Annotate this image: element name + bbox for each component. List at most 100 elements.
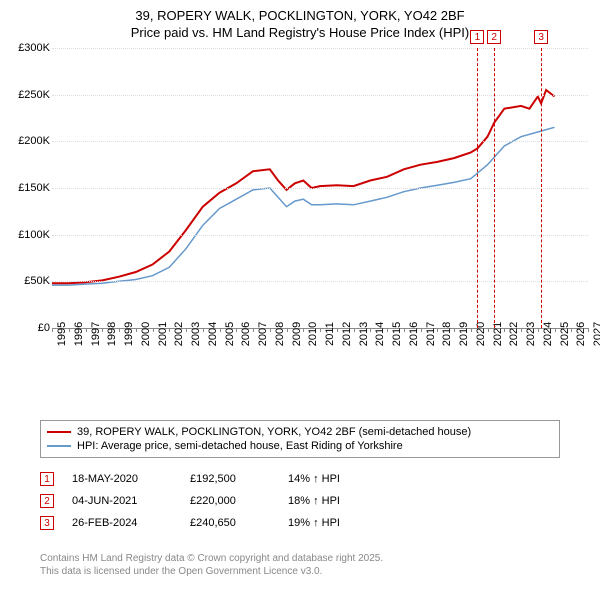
x-tick-label: 2008 (274, 322, 286, 346)
sales-date-2: 04-JUN-2021 (72, 495, 172, 507)
series-line-hpi (52, 127, 555, 285)
sales-pct-2: 18% ↑ HPI (288, 495, 378, 507)
y-gridline (52, 95, 588, 96)
sales-marker-1: 1 (40, 472, 54, 486)
y-gridline (52, 281, 588, 282)
y-tick-label: £0 (12, 322, 50, 334)
x-tick-label: 2026 (575, 322, 587, 346)
y-tick-label: £200K (12, 135, 50, 147)
x-tick (454, 328, 455, 332)
x-tick-label: 2015 (391, 322, 403, 346)
credit-line-1: Contains HM Land Registry data © Crown c… (40, 552, 383, 565)
x-tick (504, 328, 505, 332)
x-tick (69, 328, 70, 332)
x-tick-label: 2024 (542, 322, 554, 346)
x-tick (86, 328, 87, 332)
x-tick-label: 2023 (525, 322, 537, 346)
x-tick-label: 1999 (123, 322, 135, 346)
x-tick (236, 328, 237, 332)
x-tick-label: 2005 (224, 322, 236, 346)
sales-price-1: £192,500 (190, 473, 270, 485)
x-tick-label: 2003 (190, 322, 202, 346)
x-tick (303, 328, 304, 332)
y-gridline (52, 235, 588, 236)
x-tick (102, 328, 103, 332)
x-tick (253, 328, 254, 332)
y-tick-label: £50K (12, 275, 50, 287)
x-tick (337, 328, 338, 332)
x-tick (488, 328, 489, 332)
chart-area: £0£50K£100K£150K£200K£250K£300K199519961… (12, 48, 588, 368)
x-tick-label: 2011 (324, 322, 336, 346)
legend: 39, ROPERY WALK, POCKLINGTON, YORK, YO42… (40, 420, 560, 458)
sales-pct-1: 14% ↑ HPI (288, 473, 378, 485)
x-tick (437, 328, 438, 332)
x-tick-label: 2022 (508, 322, 520, 346)
sale-marker-line (477, 48, 478, 328)
x-tick (404, 328, 405, 332)
x-tick-label: 2007 (257, 322, 269, 346)
sale-marker-box: 1 (470, 30, 484, 44)
y-tick-label: £100K (12, 229, 50, 241)
credit-text: Contains HM Land Registry data © Crown c… (40, 552, 383, 578)
x-tick-label: 2012 (341, 322, 353, 346)
legend-label-price: 39, ROPERY WALK, POCKLINGTON, YORK, YO42… (77, 426, 471, 438)
y-tick-label: £300K (12, 42, 50, 54)
x-tick (521, 328, 522, 332)
x-tick (169, 328, 170, 332)
sales-date-3: 26-FEB-2024 (72, 517, 172, 529)
x-tick (588, 328, 589, 332)
legend-row-hpi: HPI: Average price, semi-detached house,… (47, 439, 553, 453)
x-tick (270, 328, 271, 332)
y-tick-label: £150K (12, 182, 50, 194)
legend-swatch-hpi (47, 445, 71, 447)
x-tick-label: 2013 (358, 322, 370, 346)
sales-pct-3: 19% ↑ HPI (288, 517, 378, 529)
x-tick-label: 2014 (374, 322, 386, 346)
sale-marker-box: 3 (534, 30, 548, 44)
x-tick-label: 2017 (425, 322, 437, 346)
x-tick (220, 328, 221, 332)
y-tick-label: £250K (12, 89, 50, 101)
x-tick (571, 328, 572, 332)
legend-swatch-price (47, 431, 71, 433)
legend-row-price: 39, ROPERY WALK, POCKLINGTON, YORK, YO42… (47, 425, 553, 439)
sales-price-2: £220,000 (190, 495, 270, 507)
x-tick (555, 328, 556, 332)
x-tick-label: 1996 (73, 322, 85, 346)
legend-label-hpi: HPI: Average price, semi-detached house,… (77, 440, 403, 452)
x-tick-label: 2009 (291, 322, 303, 346)
sales-row-2: 2 04-JUN-2021 £220,000 18% ↑ HPI (40, 490, 378, 512)
x-tick (538, 328, 539, 332)
sales-row-1: 1 18-MAY-2020 £192,500 14% ↑ HPI (40, 468, 378, 490)
sales-marker-2: 2 (40, 494, 54, 508)
x-tick (203, 328, 204, 332)
x-tick (287, 328, 288, 332)
sales-row-3: 3 26-FEB-2024 £240,650 19% ↑ HPI (40, 512, 378, 534)
x-tick-label: 2004 (207, 322, 219, 346)
x-tick (119, 328, 120, 332)
sales-table: 1 18-MAY-2020 £192,500 14% ↑ HPI 2 04-JU… (40, 468, 378, 534)
x-tick (136, 328, 137, 332)
x-tick (153, 328, 154, 332)
y-gridline (52, 141, 588, 142)
x-tick-label: 2000 (140, 322, 152, 346)
x-tick-label: 2002 (173, 322, 185, 346)
x-tick (387, 328, 388, 332)
series-line-price_paid (52, 90, 555, 283)
x-tick-label: 2006 (240, 322, 252, 346)
sales-marker-3: 3 (40, 516, 54, 530)
x-tick-label: 2001 (157, 322, 169, 346)
y-gridline (52, 188, 588, 189)
x-tick (186, 328, 187, 332)
x-tick-label: 2010 (307, 322, 319, 346)
x-tick-label: 2018 (441, 322, 453, 346)
chart-title: 39, ROPERY WALK, POCKLINGTON, YORK, YO42… (0, 0, 600, 42)
y-gridline (52, 48, 588, 49)
title-line-2: Price paid vs. HM Land Registry's House … (0, 25, 600, 42)
x-tick-label: 2027 (592, 322, 600, 346)
x-tick (354, 328, 355, 332)
sale-marker-box: 2 (487, 30, 501, 44)
x-tick (421, 328, 422, 332)
x-tick-label: 1998 (106, 322, 118, 346)
